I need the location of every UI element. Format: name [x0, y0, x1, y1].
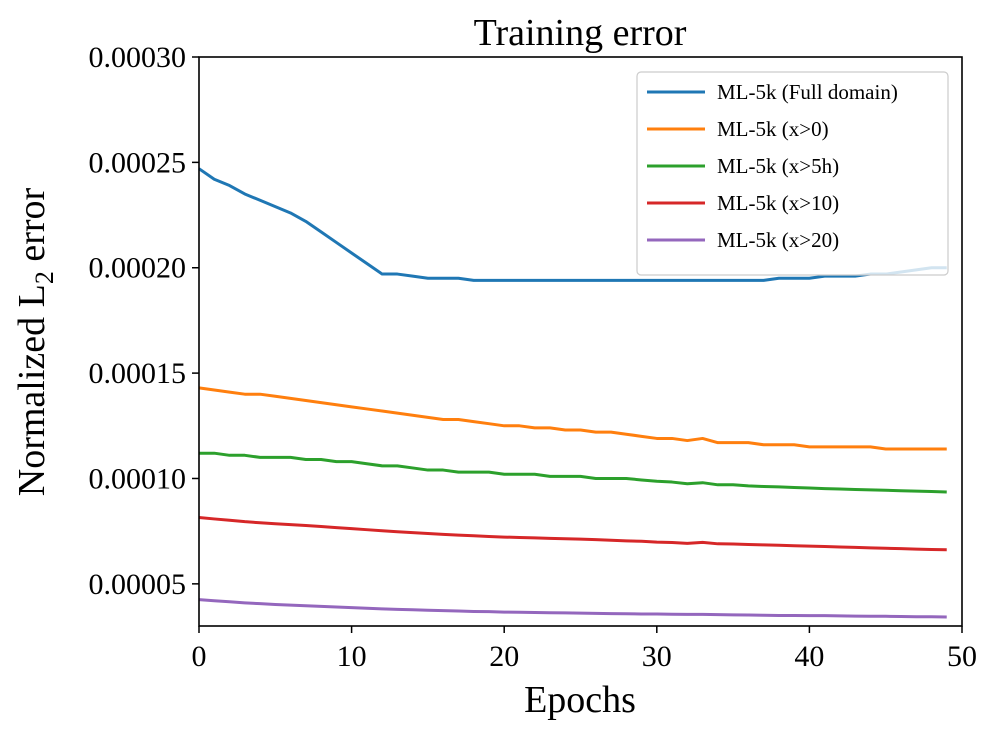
- y-axis-label-main: Normalized L: [11, 284, 53, 496]
- y-tick-label: 0.00025: [89, 146, 187, 179]
- legend-box: [636, 71, 949, 276]
- y-tick-label: 0.00010: [89, 462, 187, 495]
- x-tick-label: 40: [794, 640, 824, 673]
- series-line-5: [198, 598, 947, 619]
- legend-label-2: ML-5k (x>0): [717, 117, 829, 141]
- plot-frame: [198, 56, 963, 627]
- x-tick-label: 20: [489, 640, 519, 673]
- x-tick-label: 10: [337, 640, 367, 673]
- series-line-4: [198, 515, 947, 552]
- y-axis-label-suffix: error: [11, 187, 53, 271]
- y-tick-label: 0.00005: [89, 568, 187, 601]
- series-line-1: [198, 167, 947, 282]
- x-tick-label: 50: [947, 640, 977, 673]
- legend-label-5: ML-5k (x>20): [717, 228, 839, 252]
- series-line-2: [198, 386, 947, 451]
- y-tick-label: 0.00020: [89, 252, 187, 285]
- y-axis-label: Normalized L2 error: [11, 187, 59, 496]
- legend-label-3: ML-5k (x>5h): [717, 154, 839, 178]
- series-line-3: [199, 451, 947, 494]
- x-tick-label: 0: [192, 640, 207, 673]
- legend-label-1: ML-5k (Full domain): [717, 80, 898, 104]
- y-tick-label: 0.00030: [89, 41, 187, 74]
- legend: ML-5k (Full domain) ML-5k (x>0) ML-5k (x>5…: [636, 71, 949, 276]
- y-axis-label-subscript: 2: [30, 271, 59, 284]
- chart-title: Training error: [474, 12, 687, 54]
- x-tick-label: 30: [642, 640, 672, 673]
- x-axis-label: Epochs: [524, 679, 636, 721]
- legend-label-4: ML-5k (x>10): [717, 191, 839, 215]
- y-tick-label: 0.00015: [89, 357, 187, 390]
